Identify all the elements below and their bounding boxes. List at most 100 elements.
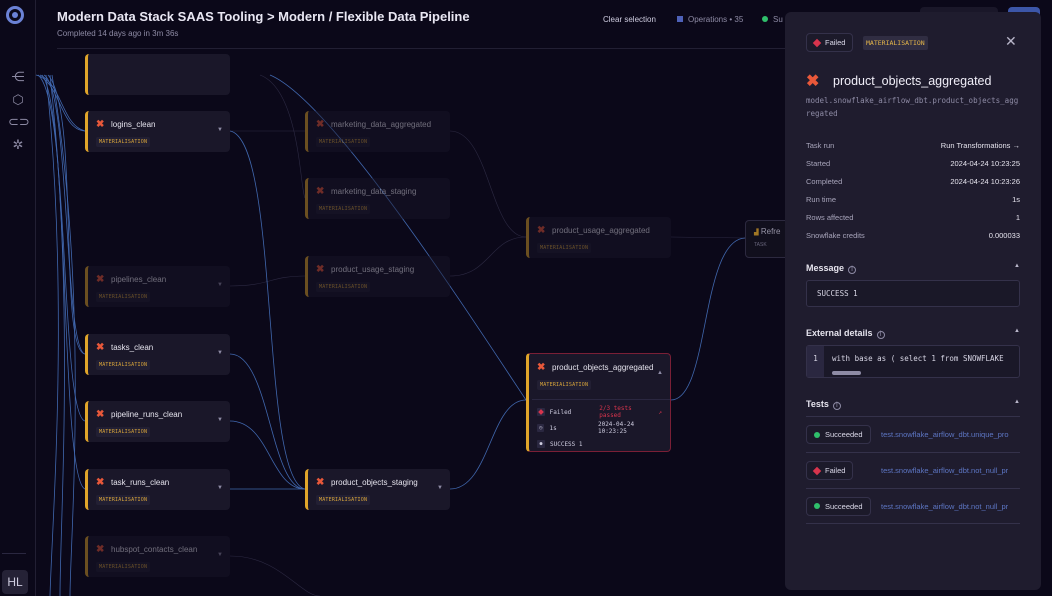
dbt-icon: ✖ [537,225,547,236]
graph-node[interactable]: ✖product_objects_stagingMATERIALISATION▼ [305,469,450,510]
tests-passed-link[interactable]: 2/3 tests passed [599,405,654,419]
run-transformations-link[interactable]: Run Transformations → [941,141,1020,150]
dbt-icon: ✖ [96,342,106,353]
dbt-icon: ✖ [96,477,106,488]
detail-key: Task run [806,141,834,150]
external-details-header[interactable]: External details i ▲ [806,328,1020,339]
node-tag: MATERIALISATION [316,282,370,292]
test-link[interactable]: test.snowflake_airflow_dbt.unique_pro [881,430,1009,439]
edge [671,238,745,400]
model-path: model.snowflake_airflow_dbt.product_obje… [806,94,1022,120]
dbt-icon: ✖ [316,477,326,488]
node-name: pipelines_clean [111,275,166,284]
status-badge: Succeeded [806,497,871,516]
chevron-down-icon[interactable]: ▼ [217,485,223,491]
success-icon [814,503,820,509]
node-name: task_runs_clean [111,478,169,487]
graph-node[interactable]: ✖ marketing_data_aggregated MATERIALISATIO… [305,111,450,152]
detail-row: Completed2024-04-24 10:23:26 [806,177,1020,186]
clock-icon: ◷ [537,424,544,432]
node-name: marketing_data_staging [331,187,416,196]
chevron-down-icon[interactable]: ▼ [437,485,443,491]
dbt-icon: ✖ [316,119,326,130]
detail-key: Rows affected [806,213,853,222]
dbt-icon: ✖ [316,186,326,197]
node-tag: MATERIALISATION [316,204,370,214]
test-link[interactable]: test.snowflake_airflow_dbt.not_null_pr [881,466,1008,475]
node-name: product_usage_staging [331,265,414,274]
message-section-header[interactable]: Messagei▲ [806,263,1020,274]
status-label: Failed [825,466,845,475]
node-message: SUCCESS 1 [550,441,583,448]
status-label: Succeeded [825,430,863,439]
external-link-icon: ↗ [658,409,662,416]
info-icon: i [848,266,856,274]
node-name: product_objects_staging [331,478,418,487]
chevron-down-icon[interactable]: ▼ [217,127,223,133]
dbt-icon: ✖ [537,362,547,373]
dbt-icon: ✖ [96,274,106,285]
chevron-down-icon[interactable]: ▼ [217,552,223,558]
node-tag: MATERIALISATION [96,427,150,437]
graph-node[interactable]: ✖tasks_cleanMATERIALISATION▼ [85,334,230,375]
test-row[interactable]: Succeeded test.snowflake_airflow_dbt.uniq… [806,416,1020,452]
close-icon[interactable]: ✕ [1005,33,1017,50]
graph-node[interactable]: ✖product_usage_aggregatedMATERIALISATION [526,217,671,258]
section-title: Tests [806,399,829,409]
detail-row: Task run Run Transformations → [806,141,1020,150]
collapse-icon[interactable]: ▲ [1014,263,1020,274]
divider [532,399,670,400]
edge [450,400,526,489]
dbt-icon: ✖ [96,119,106,130]
failed-icon [813,466,821,474]
graph-node[interactable]: ✖task_runs_cleanMATERIALISATION▼ [85,469,230,510]
status-badge: Succeeded [806,425,871,444]
edge [230,354,305,489]
node-tag: MATERIALISATION [96,137,150,147]
test-row[interactable]: Succeeded test.snowflake_airflow_dbt.not_… [806,488,1020,524]
node-name: marketing_data_aggregated [331,120,431,129]
chevron-down-icon[interactable]: ▼ [217,282,223,288]
chevron-down-icon[interactable]: ▼ [217,417,223,423]
graph-node[interactable]: ✖ pipelines_clean MATERIALISATION ▼ [85,266,230,307]
detail-value: 1s [1012,195,1020,204]
status-badge: Failed [806,461,853,480]
graph-node[interactable]: ✖product_usage_stagingMATERIALISATION [305,256,450,297]
status-label: Failed [825,38,845,47]
status-badge: Failed [806,33,853,52]
node-tag: MATERIALISATION [537,243,591,253]
test-link[interactable]: test.snowflake_airflow_dbt.not_null_pr [881,502,1008,511]
chevron-up-icon[interactable]: ▲ [657,370,663,376]
status-label: Succeeded [825,502,863,511]
section-title: External details [806,328,873,338]
tests-section-header[interactable]: Testsi▲ [806,399,1020,410]
dbt-icon: ✖ [96,544,106,555]
message-box: SUCCESS 1 [806,280,1020,307]
detail-row: Snowflake credits0.000033 [806,231,1020,240]
selected-graph-node[interactable]: ✖product_objects_aggregated MATERIALISAT… [526,353,671,452]
node-name: product_objects_aggregated [552,363,653,372]
horizontal-scrollbar[interactable] [832,371,861,375]
detail-key: Snowflake credits [806,231,865,240]
detail-row: Started2024-04-24 10:23:25 [806,159,1020,168]
test-row[interactable]: Failed test.snowflake_airflow_dbt.not_nul… [806,452,1020,488]
node-tag: MATERIALISATION [96,562,150,572]
node-tag: MATERIALISATION [316,137,370,147]
node-name: pipeline_runs_clean [111,410,182,419]
node-tag: MATERIALISATION [96,292,150,302]
graph-node[interactable]: ✖ marketing_data_staging MATERIALISATION [305,178,450,219]
collapse-icon[interactable]: ▲ [1014,328,1020,339]
failed-icon [537,408,545,416]
edge [38,75,85,421]
graph-node[interactable]: ✖pipeline_runs_cleanMATERIALISATION▼ [85,401,230,442]
node-tag: MATERIALISATION [96,360,150,370]
graph-node[interactable]: ✖logins_cleanMATERIALISATION▼ [85,111,230,152]
edge [671,237,745,238]
detail-value: 2024-04-24 10:23:25 [950,159,1020,168]
node-timestamp: 2024-04-24 10:23:25 [598,421,662,435]
info-icon: i [877,331,885,339]
graph-node-partial[interactable] [85,54,230,95]
collapse-icon[interactable]: ▲ [1014,399,1020,410]
chevron-down-icon[interactable]: ▼ [217,350,223,356]
graph-node[interactable]: ✖hubspot_contacts_cleanMATERIALISATION▼ [85,536,230,577]
